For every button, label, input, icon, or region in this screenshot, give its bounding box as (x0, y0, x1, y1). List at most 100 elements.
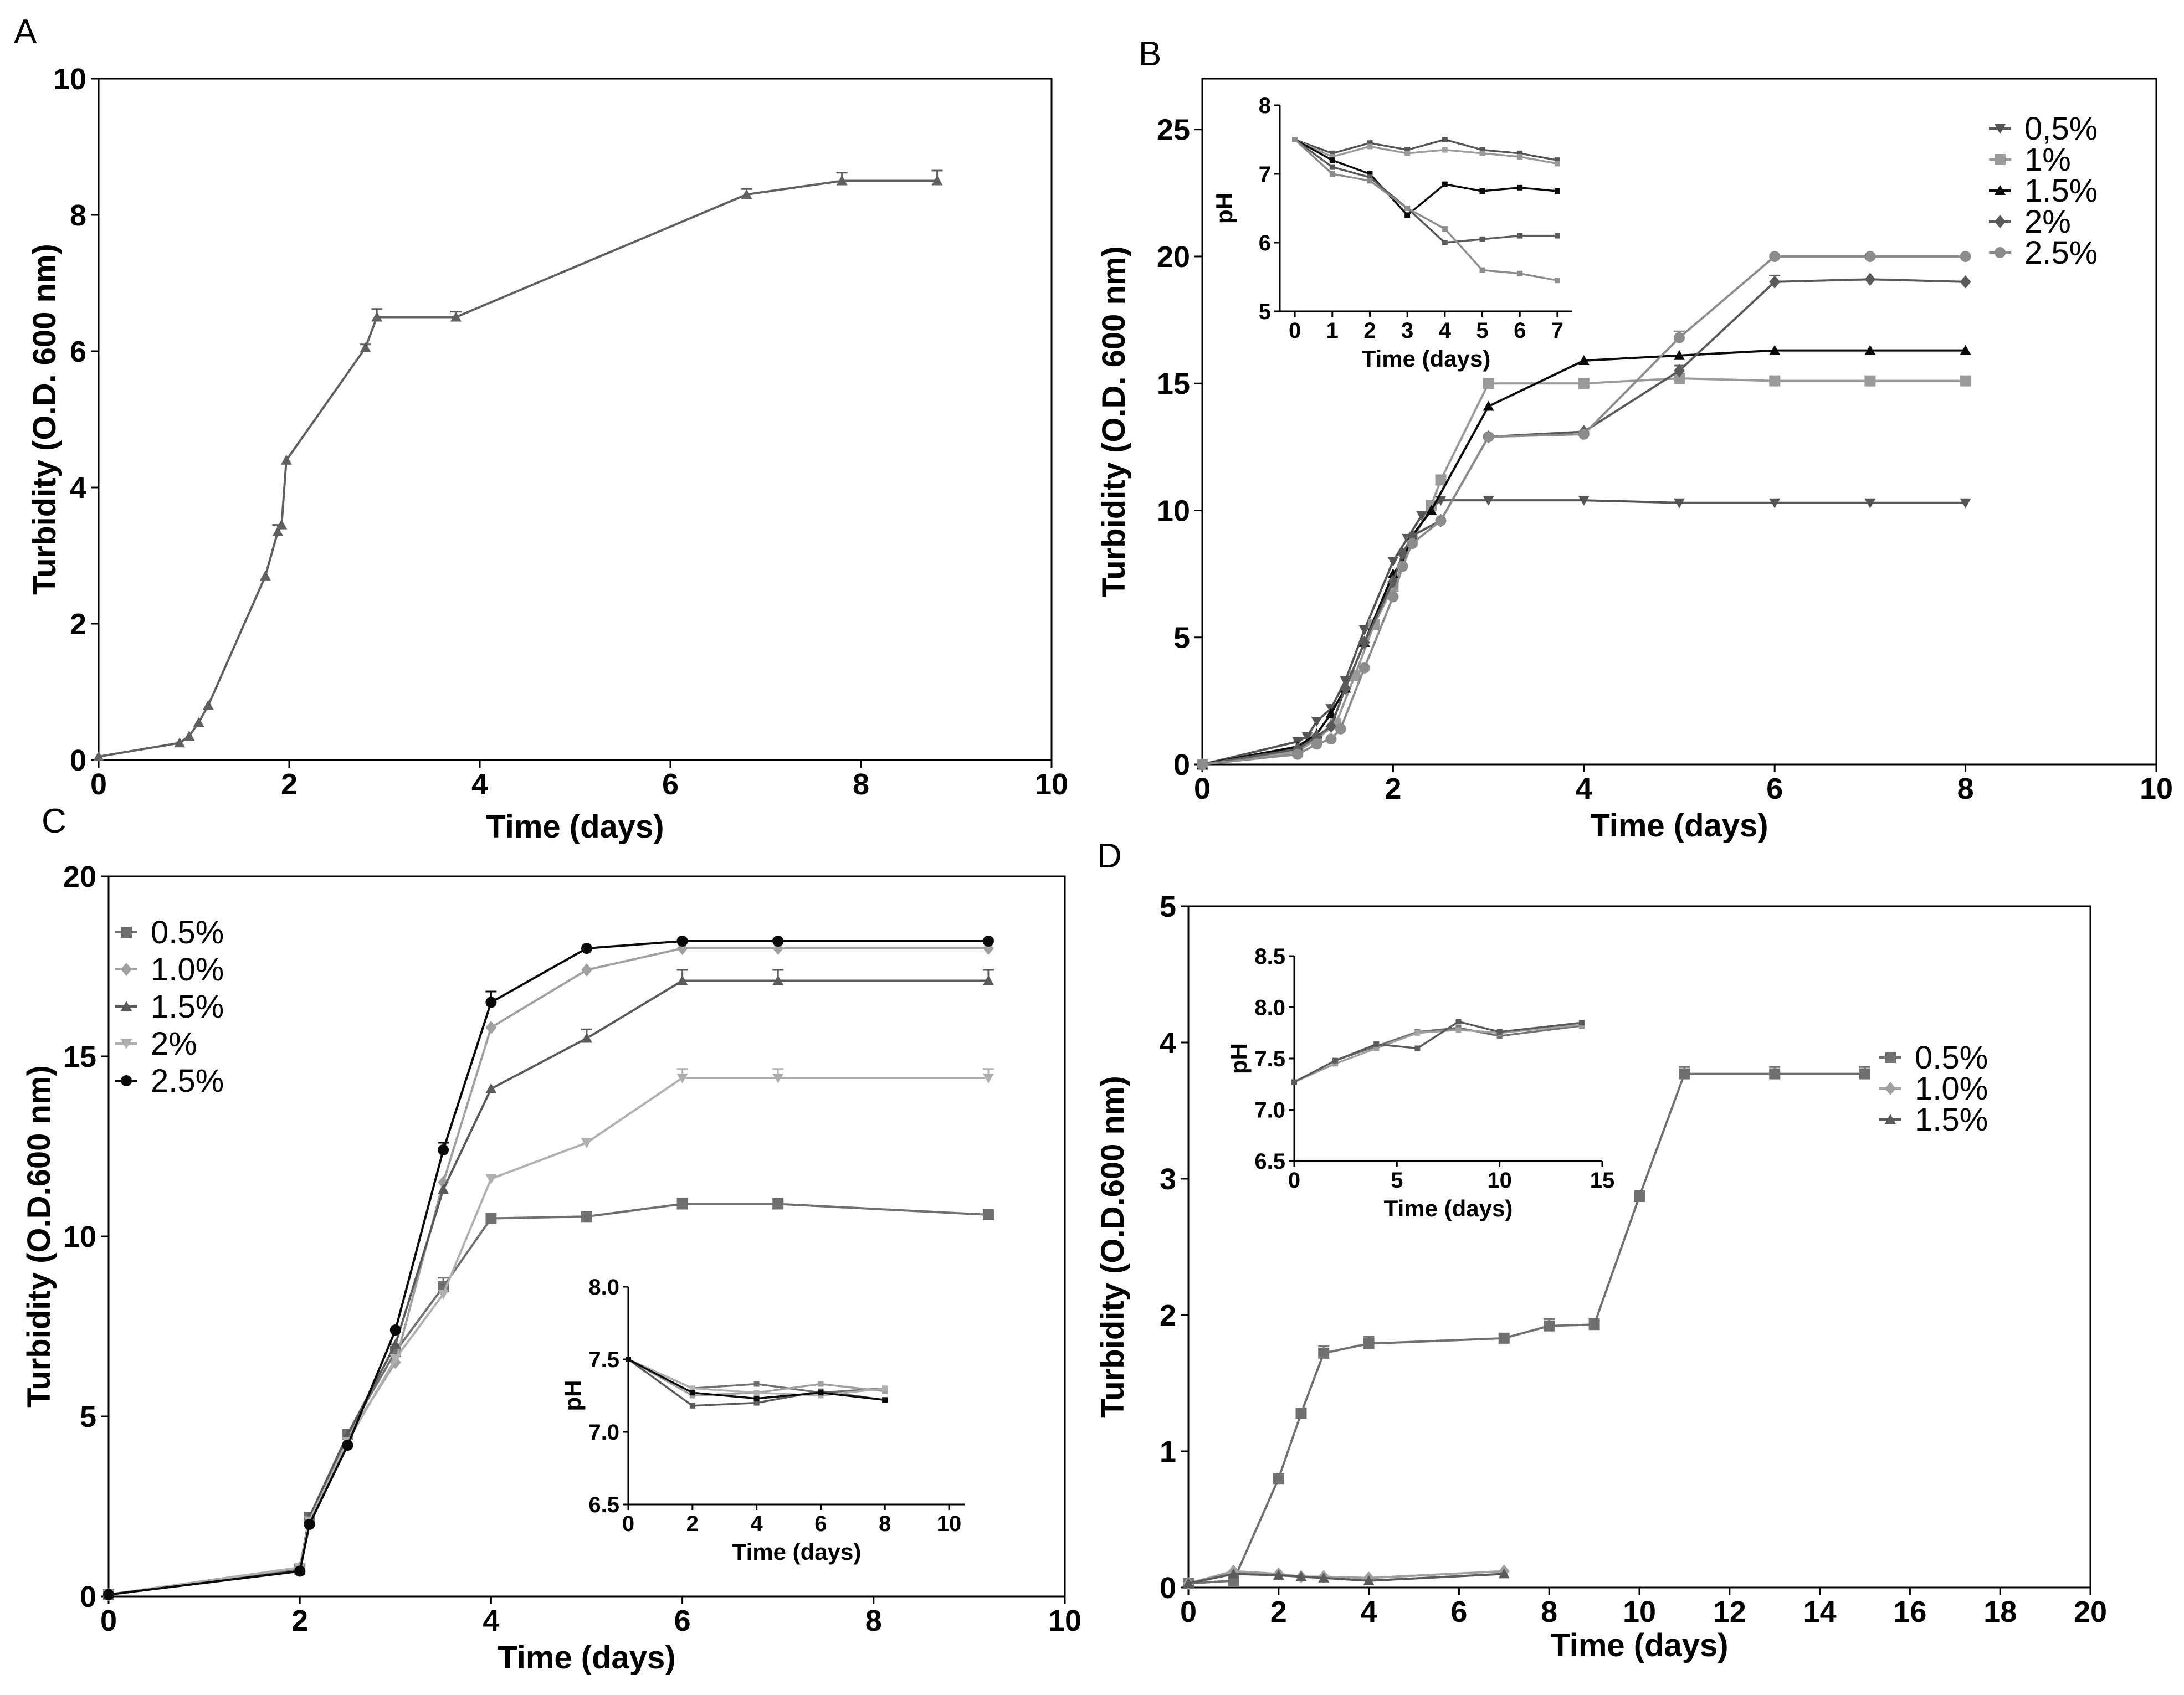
panel-b-data-point (1864, 250, 1876, 262)
panel-a-x-tick-label: 2 (281, 768, 298, 801)
panel-b-inset-data-point (1329, 150, 1335, 156)
panel-c-data-point (389, 1324, 401, 1336)
panel-a-y-tick-label: 8 (70, 199, 86, 232)
panel-d-series-line (1188, 1072, 1865, 1585)
panel-d-data-point (1363, 1575, 1375, 1585)
panel-c-series-line (108, 979, 988, 1596)
panel-a-y-tick-label: 6 (70, 335, 86, 368)
panel-b-inset-x-tick-label: 3 (1401, 319, 1413, 343)
panel-b-x-axis-label: Time (days) (1590, 808, 1768, 844)
panel-d-data-point (1634, 1190, 1645, 1202)
panel-b-legend-label: 1% (2024, 142, 2071, 178)
panel-d-inset-data-point (1373, 1045, 1380, 1051)
panel-c-data-point (438, 1144, 449, 1155)
panel-b-inset-data-point (1479, 150, 1485, 156)
panel-d-inset-y-axis-label: pH (1226, 1043, 1252, 1074)
panel-c-data-point (342, 1440, 353, 1451)
panel-c-legend-label: 0.5% (151, 915, 224, 951)
panel-a-data-point (280, 454, 292, 465)
panel-a-x-tick-label: 8 (853, 768, 869, 801)
panel-c-data-point (294, 1565, 306, 1577)
panel-d-inset-x-tick-label: 5 (1391, 1168, 1403, 1193)
panel-c-y-axis-label: Turbidity (O.D.600 nm) (21, 1065, 57, 1408)
panel-a-plot-frame (98, 78, 1053, 761)
panel-b-inset-data-point (1404, 212, 1411, 218)
panel-c-x-tick-label: 6 (674, 1604, 691, 1637)
panel-d-inset-series-line (1294, 1024, 1582, 1083)
panel-d-inset-y-tick-label: 7.5 (1254, 1047, 1285, 1071)
panel-b-inset-x-tick-label: 6 (1514, 319, 1526, 343)
panel-b-data-point (1311, 738, 1322, 750)
panel-b-data-point (1435, 474, 1447, 486)
panel-b-plot-frame (1201, 78, 2157, 766)
panel-b-inset-series-line (1294, 138, 1557, 244)
panel-d-x-tick-label: 4 (1361, 1595, 1377, 1629)
panel-c-inset-y-tick-label: 7.5 (588, 1348, 619, 1372)
panel-d-data-point (1498, 1332, 1510, 1344)
panel-c-data-point (389, 1354, 401, 1364)
panel-c-inset-data-point (882, 1385, 888, 1391)
panel-b-data-point (1387, 557, 1399, 567)
panel-b-legend-label: 2% (2024, 204, 2071, 240)
panel-c-data-point (485, 1213, 497, 1224)
panel-d-data-point (1295, 1571, 1307, 1581)
panel-b-y-axis-label: Turbidity (O.D. 600 nm) (1096, 246, 1132, 597)
panel-c-legend-marker (121, 1001, 132, 1011)
panel-b-inset-data-point (1442, 137, 1448, 142)
panel-a-data-point (360, 342, 371, 352)
panel-c-data-point (485, 1083, 497, 1093)
panel-c-inset-y-axis-label: pH (560, 1380, 586, 1411)
panel-b-data-point (1674, 332, 1685, 343)
panel-c-data-point (485, 997, 497, 1008)
panel-d-x-tick-label: 10 (1623, 1595, 1656, 1629)
panel-c-data-point (772, 975, 784, 985)
panel-b-data-point (1483, 378, 1494, 389)
panel-b-data-point (1197, 759, 1208, 770)
panel-d-x-tick-label: 16 (1893, 1595, 1926, 1629)
panel-d-legend-marker (1885, 1114, 1896, 1124)
panel-d-data-point (1363, 1338, 1375, 1349)
panel-c-data-point (438, 1290, 449, 1300)
panel-b-data-point (1358, 625, 1370, 635)
panel-d-x-tick-label: 0 (1180, 1595, 1197, 1629)
panel-d-x-tick-label: 6 (1450, 1595, 1467, 1629)
panel-c-inset-x-tick-label: 6 (814, 1512, 827, 1536)
panel-c-data-point (389, 1339, 401, 1349)
panel-c-inset-data-point (753, 1395, 760, 1401)
panel-a-x-axis-label: Time (days) (486, 809, 664, 845)
panel-d-inset-y-tick-label: 7.0 (1254, 1098, 1285, 1123)
panel-b-inset-data-point (1517, 233, 1523, 239)
panel-d-inset-data-point (1291, 1079, 1297, 1085)
panel-d-inset-y-tick-label: 6.5 (1254, 1149, 1285, 1174)
panel-b-data-point (1301, 732, 1313, 742)
panel-c-data-point (581, 1033, 592, 1043)
panel-c-inset-data-point (689, 1403, 695, 1409)
panel-d-x-tick-label: 12 (1713, 1595, 1746, 1629)
panel-b-data-point (1335, 723, 1346, 734)
panel-d-inset-y-tick-label: 8.0 (1254, 996, 1285, 1020)
panel-b-inset-series-line (1294, 138, 1558, 161)
panel-d-x-tick-label: 20 (2074, 1595, 2107, 1629)
panel-c-data-point (581, 943, 592, 954)
panel-b-inset-x-tick-label: 1 (1326, 319, 1339, 343)
panel-b-data-point (1406, 538, 1418, 549)
panel-d-y-tick-label: 2 (1160, 1299, 1176, 1332)
panel-c-series-line (108, 947, 988, 1596)
panel-c-inset-data-point (626, 1357, 631, 1362)
panel-b-data-point (1960, 250, 1971, 262)
panel-d-y-axis-label: Turbidity (O.D.600 nm) (1095, 1076, 1131, 1418)
panel-d-inset-data-point (1373, 1041, 1380, 1047)
panel-b-data-point (1960, 375, 1971, 387)
panel-b-data-point (1358, 662, 1370, 674)
panel-d-y-tick-label: 1 (1160, 1435, 1176, 1468)
panel-d-inset-data-point (1332, 1057, 1339, 1064)
panel-c-x-tick-label: 4 (483, 1604, 499, 1637)
panel-c-data-point (581, 1211, 592, 1223)
panel-a-data-point (272, 526, 284, 536)
panel-b-inset-data-point (1367, 143, 1373, 150)
panel-d-data-point (1295, 1408, 1307, 1419)
